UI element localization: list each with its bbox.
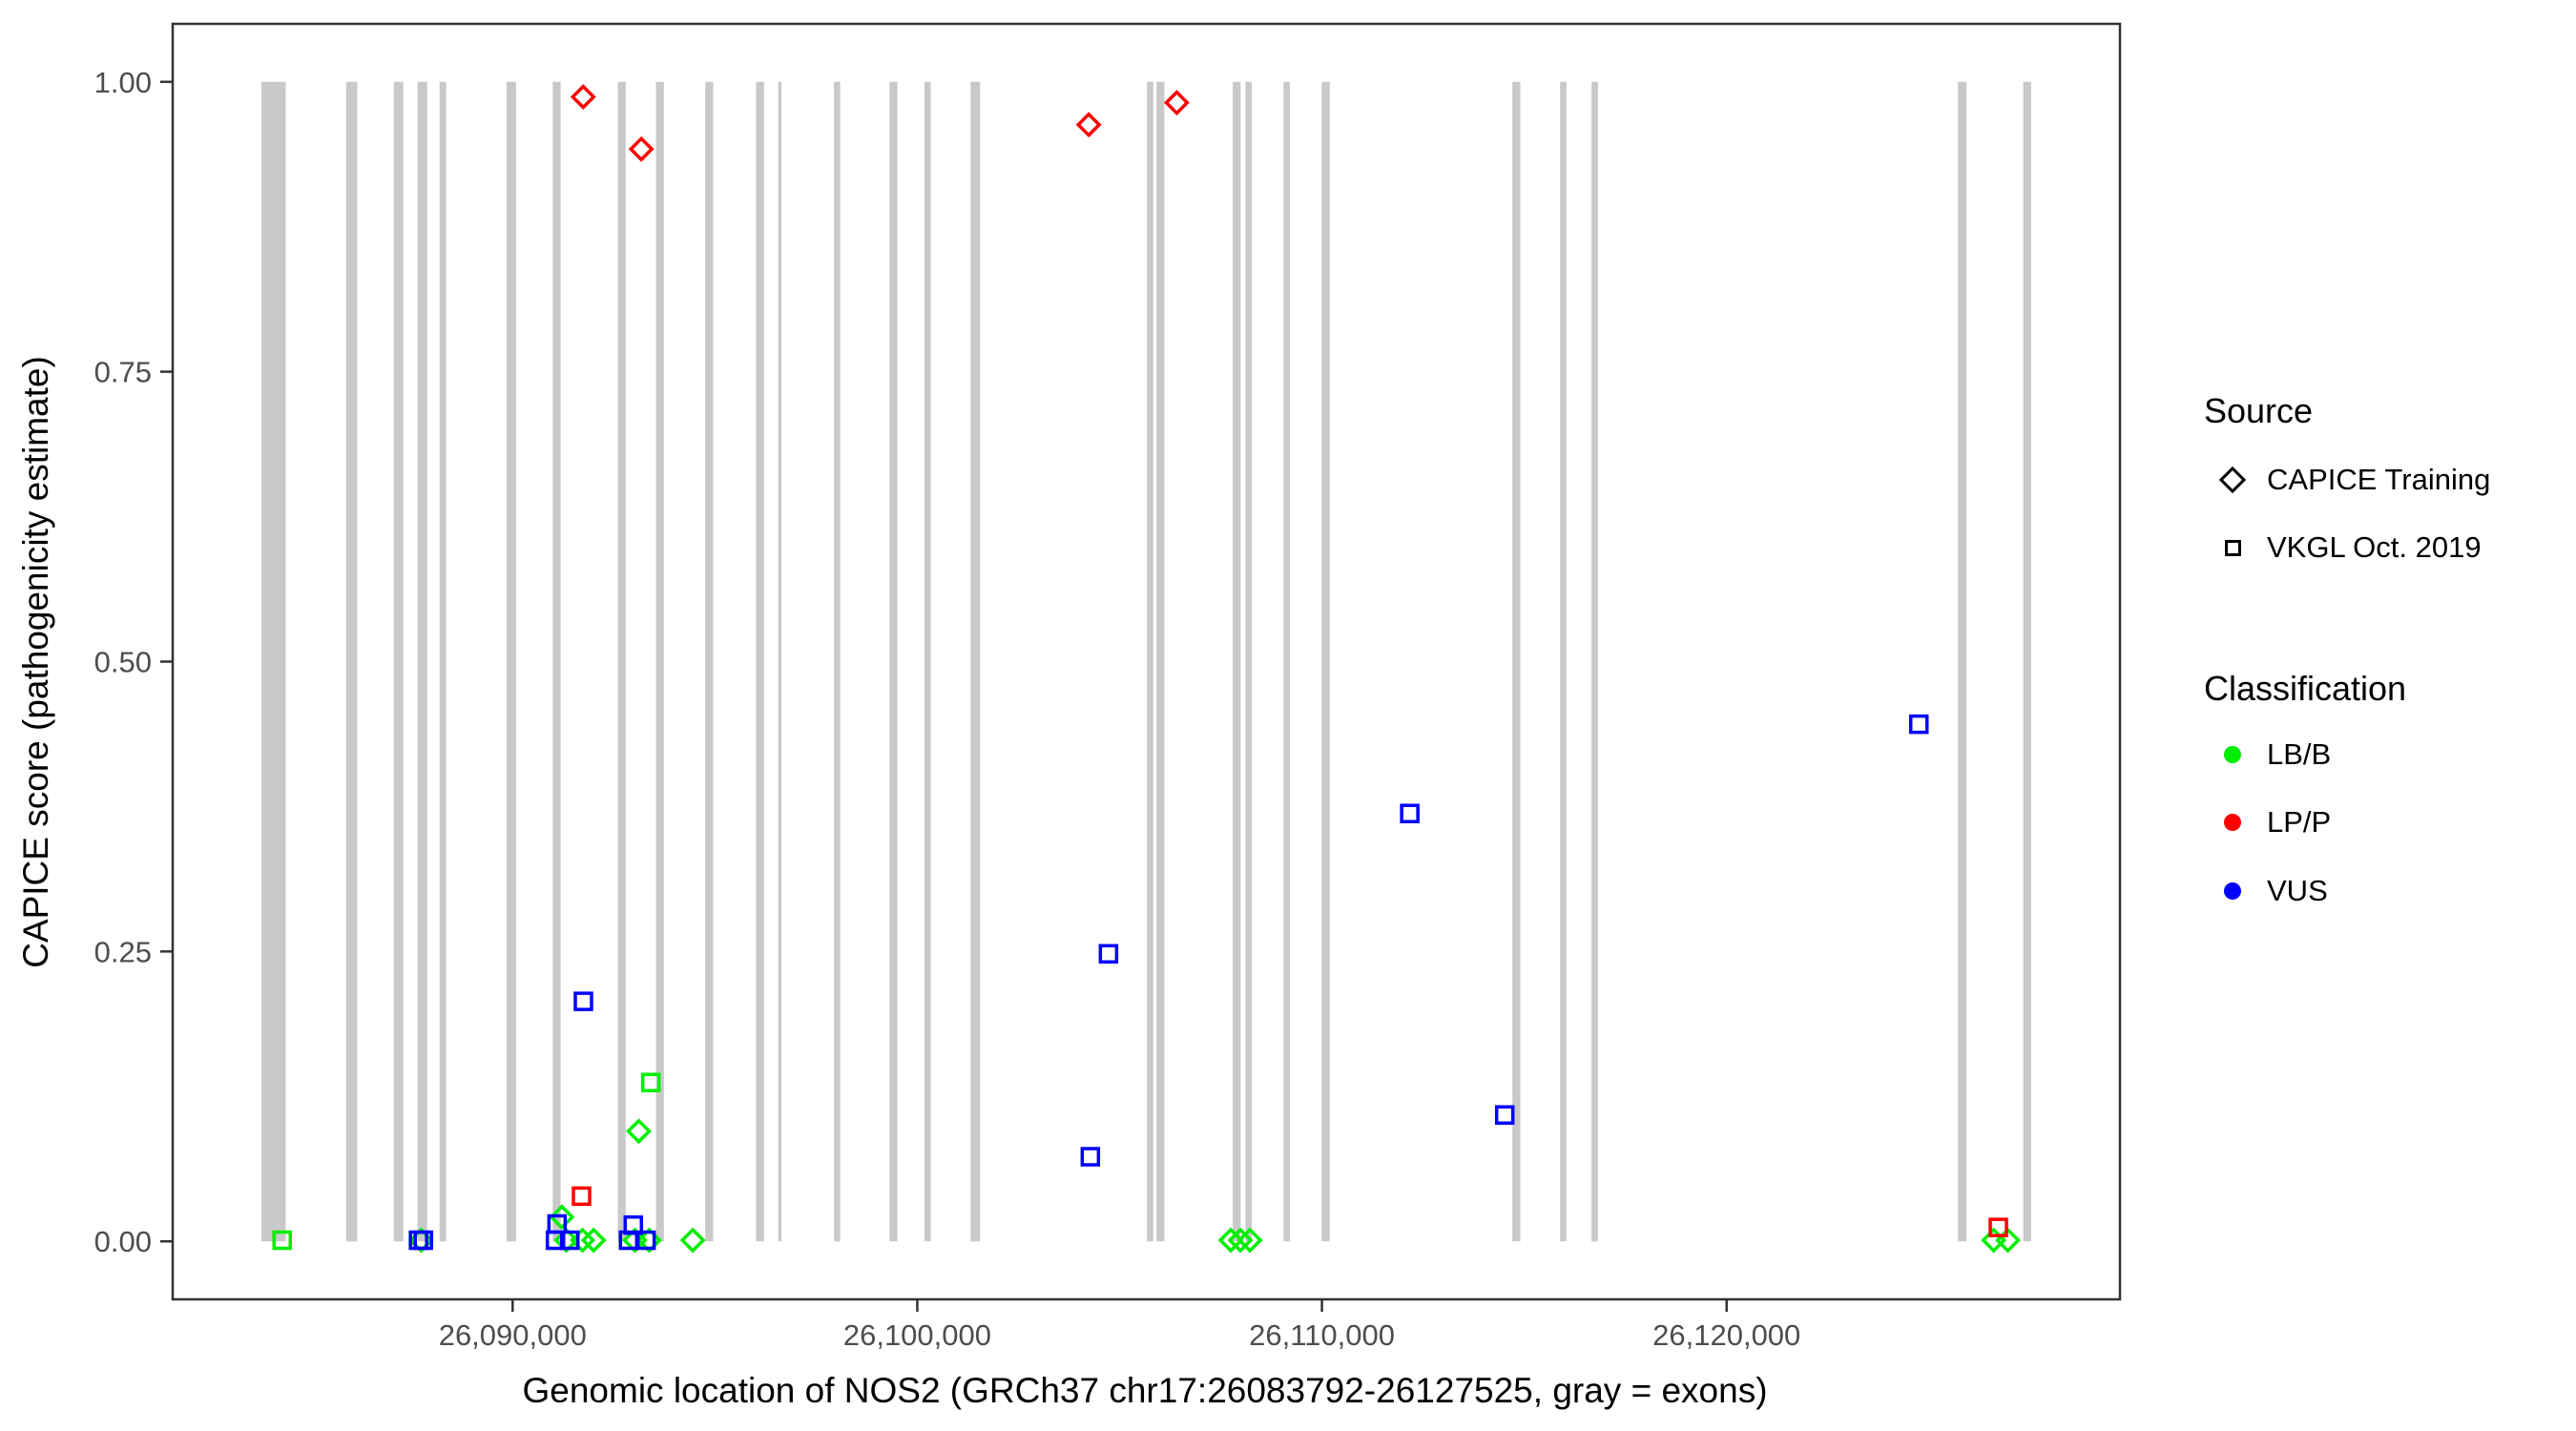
exon-bar	[345, 81, 358, 1242]
exon-bar	[506, 81, 516, 1242]
vkgl-square-point	[1080, 1147, 1101, 1167]
x-axis-title: Genomic location of NOS2 (GRCh37 chr17:2…	[522, 1371, 1768, 1410]
exon-bar	[417, 81, 427, 1242]
vkgl-square-point	[571, 1186, 592, 1207]
exon-bar	[1283, 81, 1291, 1242]
vkgl-square-point	[272, 1230, 292, 1251]
panel-border	[171, 22, 2122, 1301]
y-tick-label: 1.00	[94, 66, 152, 99]
capice-training-diamond-point	[1163, 90, 1190, 116]
exon-bar	[1147, 81, 1153, 1242]
vkgl-square-point	[413, 1230, 434, 1251]
exon-bar	[970, 81, 981, 1242]
lbb-color-dot-icon	[2224, 746, 2241, 763]
exon-bar	[617, 81, 626, 1242]
legend: Source CAPICE Training VKGL Oct. 2019 Cl…	[2196, 0, 2574, 1431]
capice-training-diamond-point	[679, 1227, 706, 1254]
vkgl-square-point	[545, 1230, 566, 1251]
vkgl-square-point	[640, 1072, 661, 1092]
exon-bar	[924, 81, 931, 1242]
exon-bar	[1560, 81, 1567, 1242]
exon-bar	[756, 81, 764, 1242]
vus-color-dot-icon	[2224, 882, 2241, 900]
y-tick-label: 0.50	[94, 646, 152, 679]
vkgl-square-point	[560, 1230, 580, 1251]
x-tick-label: 26,090,000	[439, 1318, 587, 1352]
y-tick-label: 0.75	[94, 356, 152, 389]
capice-training-diamond-point	[549, 1204, 575, 1231]
exon-bar	[655, 81, 664, 1242]
exon-bar	[705, 81, 714, 1242]
x-tick-label: 26,120,000	[1652, 1318, 1800, 1352]
legend-item-label: CAPICE Training	[2267, 463, 2491, 496]
capice-training-diamond-point	[570, 84, 596, 111]
lpp-color-dot-icon	[2224, 814, 2241, 831]
vkgl-square-point	[1908, 714, 1929, 735]
exon-bar	[889, 81, 898, 1242]
capice-training-diamond-point	[628, 135, 654, 162]
legend-item-label: VUS	[2267, 874, 2328, 907]
exon-bar	[552, 81, 561, 1242]
capice-training-diamond-point	[1236, 1227, 1263, 1254]
legend-item-label: LB/B	[2267, 737, 2332, 771]
x-tick-label: 26,100,000	[843, 1318, 991, 1352]
legend-item-lbb: LB/B	[2215, 734, 2331, 776]
exon-bar	[1321, 81, 1330, 1242]
legend-item-vus: VUS	[2215, 870, 2328, 912]
exon-bar	[2023, 81, 2031, 1242]
legend-item-vkgl: VKGL Oct. 2019	[2215, 527, 2482, 569]
legend-source-title: Source	[2204, 391, 2314, 430]
x-tick-label: 26,110,000	[1249, 1318, 1395, 1352]
exon-bar	[1156, 81, 1165, 1242]
vkgl-square-point	[573, 991, 593, 1011]
vkgl-square-point	[1400, 803, 1420, 823]
exon-bar	[1958, 81, 1967, 1242]
vkgl-square-point	[1098, 944, 1119, 964]
capice-training-diamond-point	[1075, 112, 1102, 138]
capice-training-diamond-point	[1981, 1227, 2007, 1254]
legend-classification-title: Classification	[2204, 669, 2407, 708]
legend-item-label: VKGL Oct. 2019	[2267, 530, 2482, 564]
exon-bar	[778, 81, 782, 1242]
exon-bar	[439, 81, 447, 1242]
exon-bar	[1233, 81, 1241, 1242]
capice-training-diamond-point	[626, 1118, 652, 1145]
vkgl-square-point	[1494, 1105, 1515, 1125]
y-axis-title: CAPICE score (pathogenicity estimate)	[16, 356, 55, 968]
legend-item-lpp: LP/P	[2215, 801, 2331, 843]
vkgl-square-point	[1988, 1217, 2008, 1237]
capice-training-diamond-point	[580, 1227, 607, 1254]
legend-item-capice-training: CAPICE Training	[2215, 459, 2490, 501]
exon-bar	[393, 81, 404, 1242]
exon-bar	[834, 81, 841, 1242]
vkgl-square-point	[635, 1230, 656, 1251]
capice-training-diamond-icon	[2218, 466, 2247, 494]
exon-bar	[1512, 81, 1521, 1242]
legend-item-label: LP/P	[2267, 805, 2332, 839]
y-tick-label: 0.25	[94, 935, 152, 968]
vkgl-square-icon	[2224, 539, 2241, 556]
exon-bar	[1591, 81, 1598, 1242]
exon-bar	[260, 81, 286, 1242]
capice-training-diamond-point	[622, 1227, 648, 1254]
exon-bar	[1245, 81, 1253, 1242]
y-tick-label: 0.00	[94, 1225, 152, 1258]
